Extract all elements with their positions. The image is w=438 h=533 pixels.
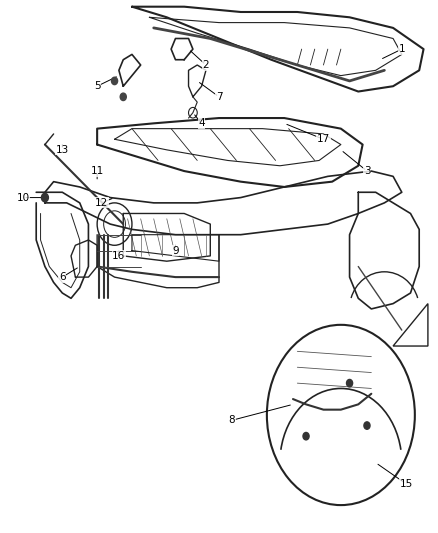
Text: 13: 13 <box>56 145 69 155</box>
Text: 6: 6 <box>59 272 66 282</box>
Circle shape <box>346 379 353 387</box>
Circle shape <box>112 77 117 85</box>
Text: 9: 9 <box>172 246 179 256</box>
Text: 15: 15 <box>399 479 413 489</box>
Circle shape <box>42 193 48 202</box>
Text: 5: 5 <box>94 81 100 91</box>
Text: 17: 17 <box>317 134 330 144</box>
Text: 11: 11 <box>91 166 104 176</box>
Text: 3: 3 <box>364 166 370 176</box>
Circle shape <box>303 432 309 440</box>
Text: 10: 10 <box>17 192 30 203</box>
Circle shape <box>120 93 126 101</box>
Text: 7: 7 <box>215 92 223 102</box>
Text: 1: 1 <box>399 44 405 54</box>
Text: 4: 4 <box>198 118 205 128</box>
Text: 12: 12 <box>95 198 108 208</box>
Text: 16: 16 <box>112 251 126 261</box>
Circle shape <box>364 422 370 429</box>
Text: 2: 2 <box>203 60 209 70</box>
Text: 8: 8 <box>229 415 235 425</box>
